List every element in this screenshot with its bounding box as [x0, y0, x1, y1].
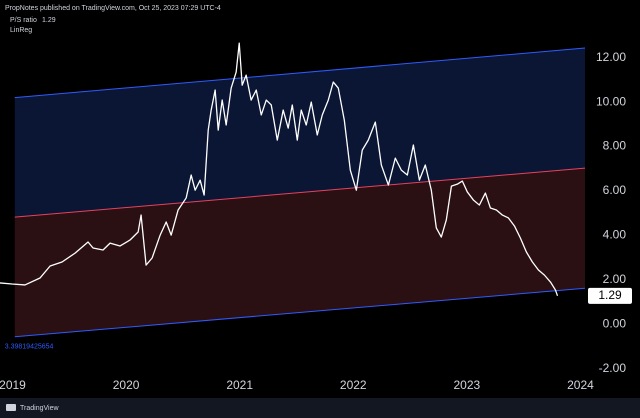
x-tick-label: 2019 [0, 378, 26, 392]
channel-upper-line [14, 47, 586, 99]
footer-bar [0, 398, 640, 418]
x-tick-label: 2022 [340, 378, 367, 392]
last-value-tag [588, 287, 632, 304]
x-tick-label: 2020 [113, 378, 140, 392]
x-tick-label: 2021 [226, 378, 253, 392]
x-tick-label: 2024 [567, 378, 594, 392]
publisher-note: PropNotes published on TradingView.com, … [5, 5, 221, 12]
series-line [0, 42, 559, 297]
footer-brand: TradingView [20, 405, 59, 412]
channel-upper-fill [14, 48, 586, 218]
y-tick-label: 0.00 [603, 317, 627, 331]
y-tick-label: 10.00 [596, 94, 626, 108]
x-tick-label: 2023 [454, 378, 481, 392]
channel-annotation: 3.39819425654 [5, 344, 54, 351]
last-value-label: 1.29 [598, 288, 622, 302]
legend-name: P/S ratio [10, 17, 37, 24]
channel-lower-fill [14, 168, 586, 337]
y-tick-label: 2.00 [603, 272, 627, 286]
channel-middle-line [14, 167, 586, 218]
y-tick-label: 4.00 [603, 228, 627, 242]
y-tick-label: 12.00 [596, 50, 626, 64]
indicator-name: LinReg [10, 27, 32, 34]
y-tick-label: -2.00 [599, 361, 627, 375]
logo [6, 404, 16, 411]
channel-lower-line [14, 287, 586, 338]
legend-value: 1.29 [42, 17, 56, 24]
y-tick-label: 8.00 [603, 139, 627, 153]
y-tick-label: 6.00 [603, 183, 627, 197]
